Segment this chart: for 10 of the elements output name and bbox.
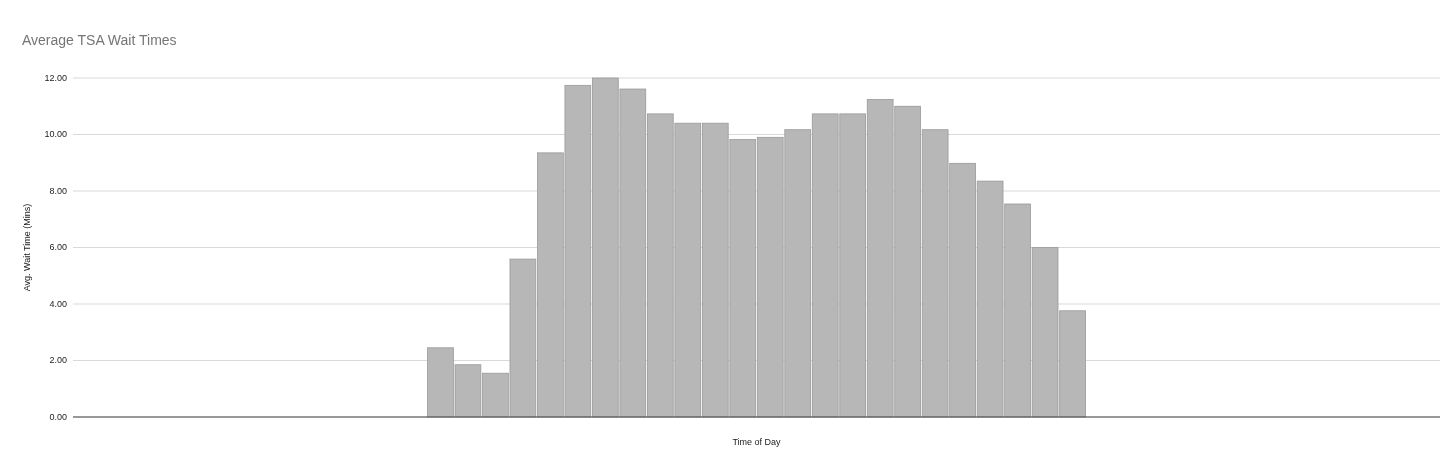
y-tick-label: 8.00 xyxy=(49,185,67,196)
y-tick-label: 4.00 xyxy=(49,298,67,309)
y-tick-label: 12.00 xyxy=(44,72,67,83)
x-axis-title: Time of Day xyxy=(732,437,782,447)
y-tick-label: 2.00 xyxy=(49,355,67,366)
y-tick-label: 10.00 xyxy=(44,129,67,140)
y-tick-label: 0.00 xyxy=(49,411,67,422)
y-tick-label: 6.00 xyxy=(49,242,67,253)
y-axis-title: Avg. Wait Time (Mins) xyxy=(22,203,32,292)
chart-title: Average TSA Wait Times xyxy=(22,32,177,48)
